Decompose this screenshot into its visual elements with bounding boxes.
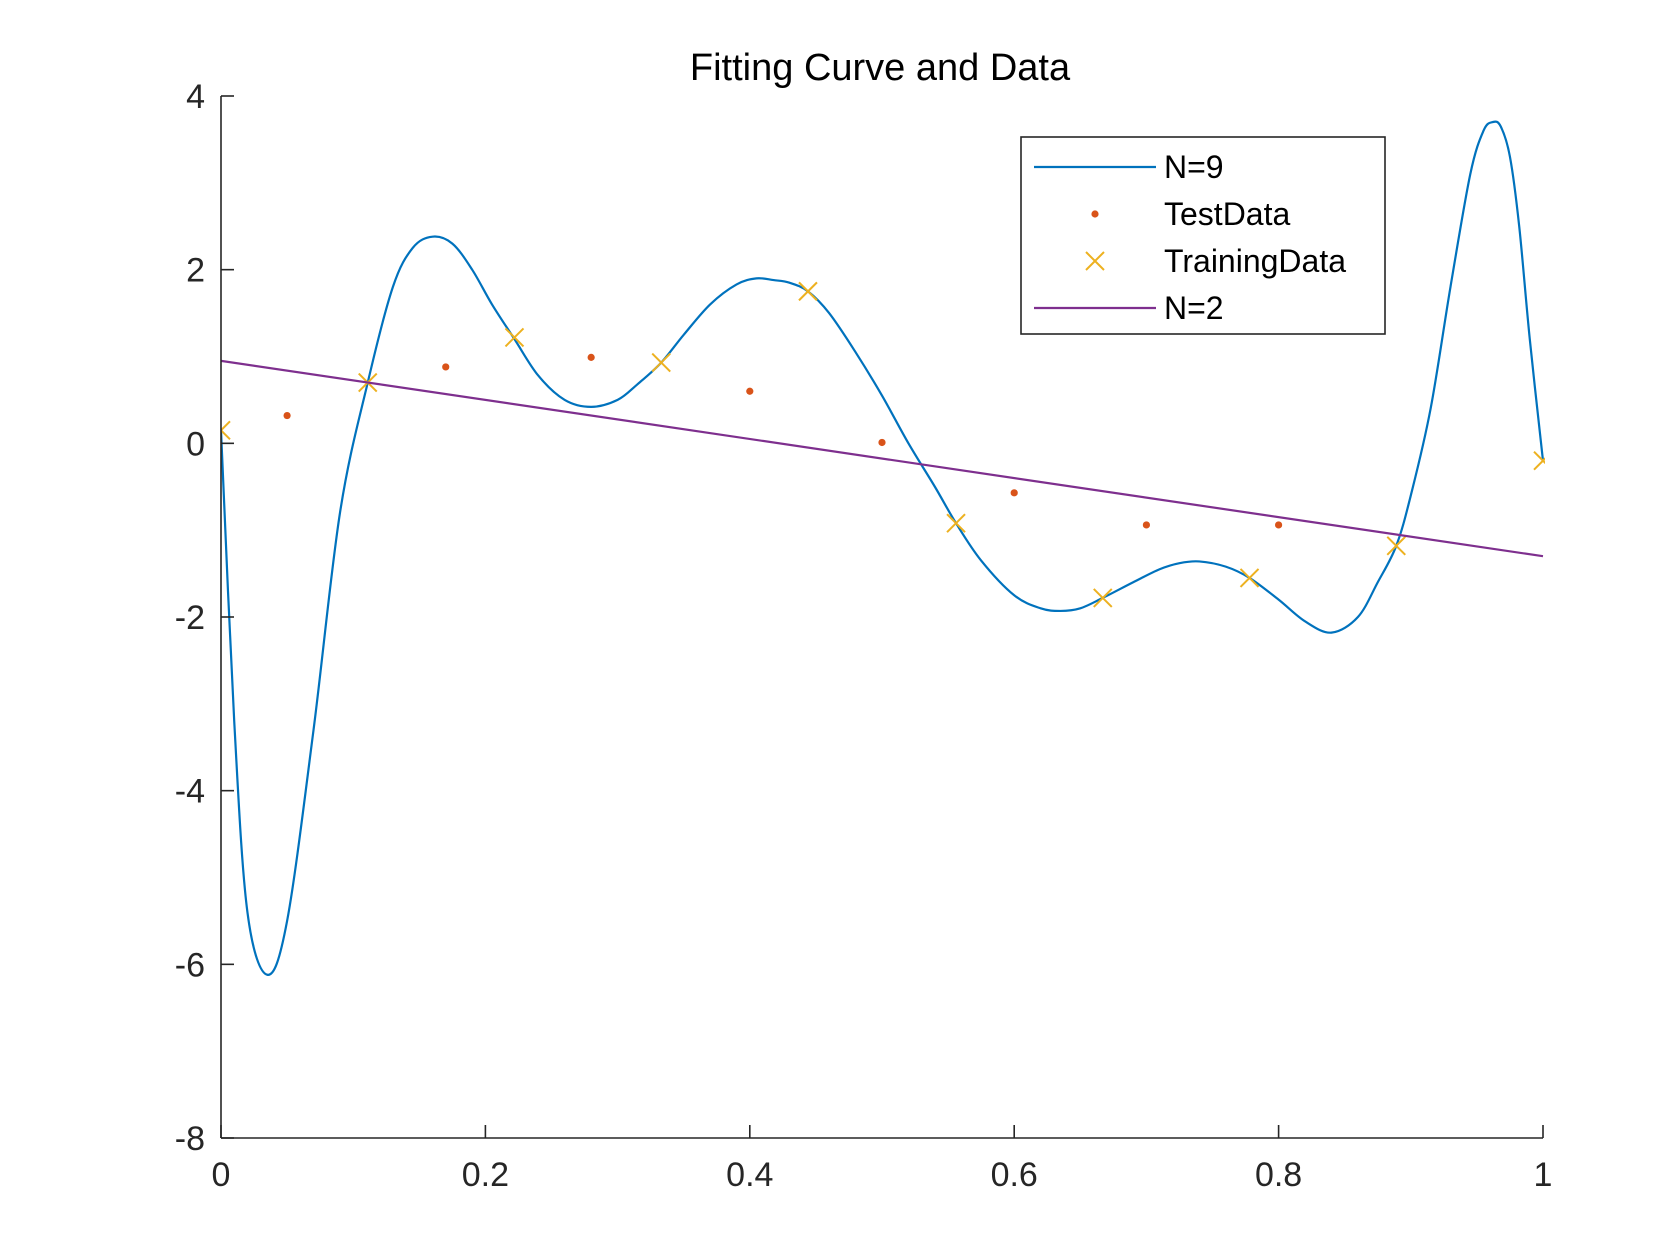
test-data-point (283, 411, 291, 420)
x-tick-label: 0 (212, 1156, 231, 1194)
test-data-point (1010, 489, 1018, 497)
legend-label: N=2 (1164, 290, 1224, 326)
legend: N=9 TestData TrainingData N=2 (1020, 136, 1386, 335)
x-tick-label: 1 (1534, 1156, 1553, 1194)
legend-label: TrainingData (1164, 243, 1346, 279)
test-data-point (442, 363, 450, 371)
legend-label: TestData (1164, 196, 1290, 232)
plot-area (221, 120, 1545, 976)
legend-swatch-x (1085, 251, 1105, 271)
training-data-point (651, 352, 671, 373)
y-tick-label: 0 (186, 425, 205, 463)
axes: 0 0.2 0.4 0.6 0.8 1 -8 -6 -4 -2 0 2 4 (175, 78, 1553, 1194)
training-data-point (798, 281, 818, 302)
training-data-point (946, 513, 966, 533)
training-data-point (504, 327, 525, 348)
test-data-point (1275, 521, 1283, 529)
legend-label: N=9 (1164, 149, 1224, 185)
training-data-point (1239, 568, 1260, 588)
x-tick-label: 0.2 (462, 1156, 509, 1194)
training-data-point (1093, 588, 1113, 608)
training-data-point (1386, 536, 1406, 556)
test-data-point (746, 387, 754, 395)
series-line-n2 (221, 359, 1544, 558)
y-tick-label: -8 (175, 1120, 205, 1158)
x-tick-label: 0.8 (1255, 1156, 1302, 1194)
y-tick-label: 4 (186, 78, 205, 116)
training-data-point (221, 420, 231, 441)
test-data-point (878, 438, 886, 447)
chart-title: Fitting Curve and Data (690, 47, 1071, 89)
series-line-n9 (221, 120, 1545, 976)
test-data-point (587, 353, 595, 361)
y-tick-label: 2 (186, 252, 205, 290)
test-data-point (1142, 521, 1150, 529)
training-data-point (1533, 450, 1545, 471)
y-tick-label: -4 (175, 773, 205, 811)
y-tick-label: -6 (175, 946, 205, 984)
x-tick-label: 0.4 (726, 1156, 773, 1194)
legend-box (1020, 136, 1386, 335)
legend-swatch-dot (1091, 210, 1099, 218)
y-tick-label: -2 (175, 599, 205, 637)
x-tick-label: 0.6 (991, 1156, 1038, 1194)
